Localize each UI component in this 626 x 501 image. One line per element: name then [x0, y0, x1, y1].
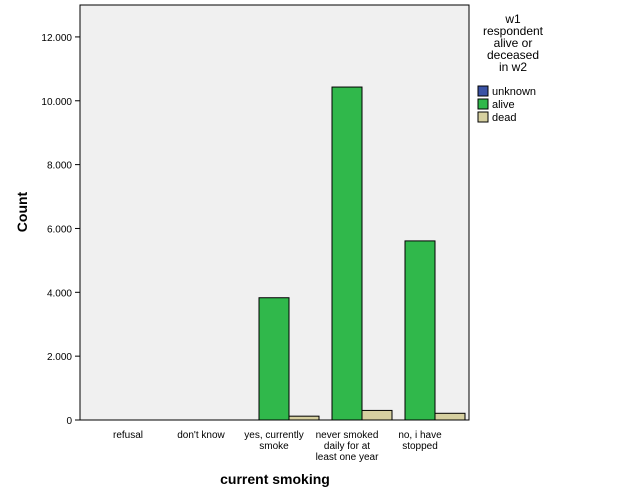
x-tick-label: no, i have stopped [398, 430, 442, 452]
bar-dead-3 [361, 409, 393, 421]
x-tick-label: don't know [177, 430, 225, 441]
y-tick-label: 6.000 [47, 224, 72, 235]
x-tick-label: refusal [113, 430, 143, 441]
y-axis-title: Count [14, 191, 30, 232]
y-tick-label: 8.000 [47, 161, 72, 172]
x-tick-label: yes, currently smoke [244, 430, 303, 452]
bars [258, 86, 466, 421]
x-axis-title: current smoking [220, 471, 330, 487]
legend-swatch-unknown [477, 85, 489, 97]
legend-label-alive: alive [492, 99, 515, 111]
bar-alive-4 [404, 240, 436, 421]
y-tick-label: 4.000 [47, 288, 72, 299]
y-tick-label: 0 [66, 416, 72, 427]
bar-dead-2 [288, 415, 320, 421]
x-tick-label: never smoked daily for at least one year [316, 430, 379, 463]
legend-title: w1 respondent alive or deceased in w2 [483, 12, 544, 74]
y-tick-label: 10.000 [41, 97, 72, 108]
legend-swatch-alive [477, 98, 489, 110]
x-axis: refusal don't know yes, currently smoke neve… [113, 430, 442, 463]
legend: w1 respondent alive or deceased in w2 unknown… [477, 12, 544, 124]
legend-swatch-dead [477, 111, 489, 123]
bar-alive-3 [331, 86, 363, 421]
legend-label-dead: dead [492, 112, 516, 124]
y-tick-label: 12.000 [41, 33, 72, 44]
y-tick-label: 2.000 [47, 352, 72, 363]
y-axis: 0 2.000 4.000 6.000 8.000 10.000 12.000 [41, 33, 80, 427]
bar-dead-4 [434, 412, 466, 421]
legend-label-unknown: unknown [492, 86, 536, 98]
bar-alive-2 [258, 297, 290, 421]
